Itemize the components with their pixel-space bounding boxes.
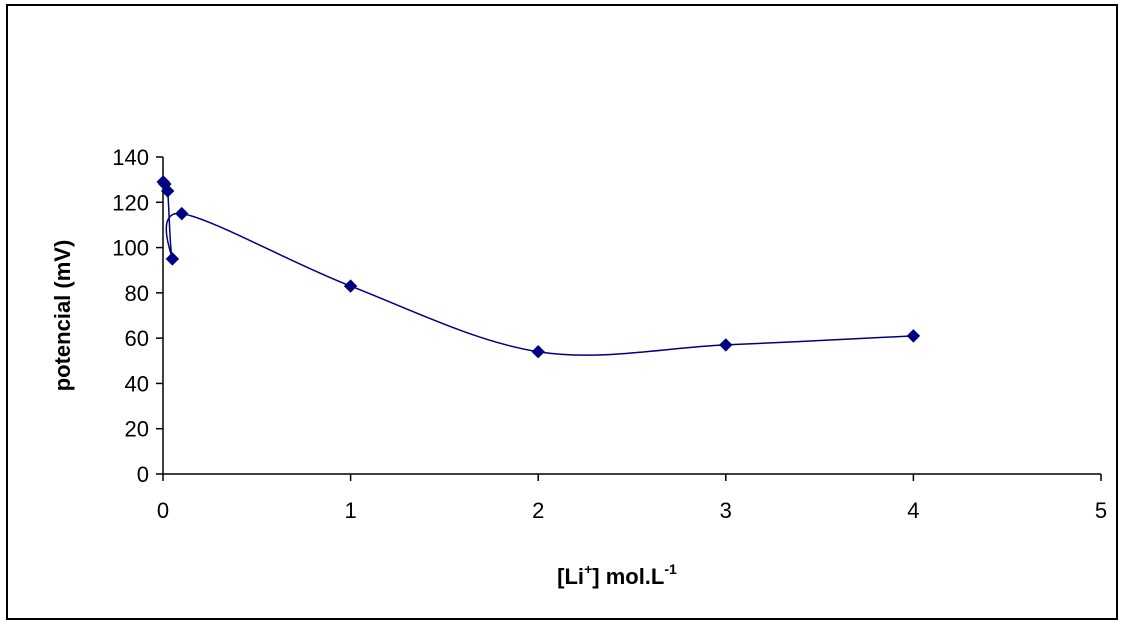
data-point-marker (160, 184, 175, 198)
ticks: 0 20 40 60 80 100 120 140 0 1 2 3 4 5 (112, 145, 1107, 523)
x-axis-title: [Li+] mol.L-1 (557, 561, 677, 589)
y-tick-label: 140 (112, 145, 149, 170)
y-tick-label: 100 (112, 236, 149, 261)
x-tick-label: 2 (532, 498, 544, 523)
data-point-marker (531, 345, 545, 359)
x-tick-label: 1 (344, 498, 356, 523)
data-point-marker (906, 329, 921, 343)
x-tick-label: 3 (720, 498, 732, 523)
x-axis-title-part: -1 (664, 561, 677, 577)
x-axis-title-part: ] mol.L (592, 564, 664, 589)
x-axis-title-part: [Li (557, 564, 584, 589)
y-tick-label: 80 (125, 281, 149, 306)
x-axis-title-part: + (584, 561, 592, 577)
x-tick-label: 5 (1095, 498, 1107, 523)
x-tick-label: 0 (157, 498, 169, 523)
series-line (162, 181, 914, 356)
series-layer (156, 175, 921, 359)
x-tick-label: 4 (907, 498, 919, 523)
y-tick-label: 40 (125, 371, 149, 396)
data-point-marker (343, 279, 358, 293)
chart-area: 0 20 40 60 80 100 120 140 0 1 2 3 4 5 potencial (mV) … (6, 4, 1118, 620)
y-axis-title: potencial (mV) (50, 240, 75, 392)
y-tick-label: 60 (125, 326, 149, 351)
y-tick-label: 20 (125, 417, 149, 442)
axes (162, 157, 1101, 475)
data-point-marker (175, 206, 189, 221)
y-tick-label: 0 (137, 462, 149, 487)
data-point-marker (719, 338, 733, 352)
y-tick-label: 120 (112, 190, 149, 215)
data-point-marker (165, 252, 180, 266)
